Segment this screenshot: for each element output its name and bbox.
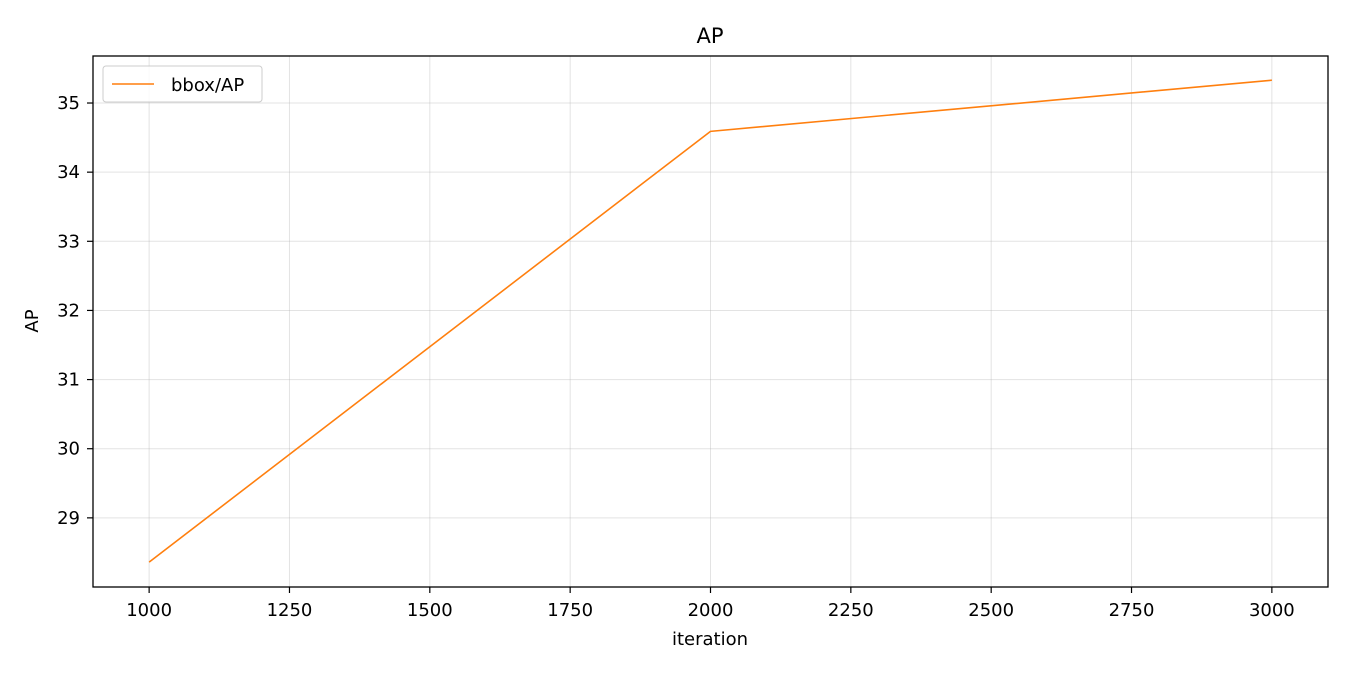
y-axis-ticks: 29 30 31 32 33 34 35 (57, 93, 93, 529)
series-line-bbox-ap (148, 79, 1272, 563)
y-tick-label: 31 (57, 370, 80, 391)
y-tick-label: 33 (57, 231, 80, 252)
y-tick-label: 30 (57, 439, 80, 460)
x-tick-label: 2250 (828, 600, 874, 621)
x-tick-label: 1000 (126, 600, 172, 621)
chart-title: AP (696, 24, 723, 48)
x-tick-label: 2000 (688, 600, 734, 621)
x-axis-ticks: 1000 1250 1500 1750 2000 2250 2500 2750 3000 (126, 587, 1295, 621)
y-axis-label: AP (22, 309, 43, 332)
legend-box (102, 65, 263, 103)
x-tick-label: 1750 (547, 600, 593, 621)
x-tick-label: 2500 (968, 600, 1014, 621)
x-tick-label: 1250 (267, 600, 313, 621)
x-tick-label: 3000 (1249, 600, 1295, 621)
series-layer (148, 79, 1272, 563)
y-tick-label: 29 (57, 508, 80, 529)
legend: bbox/AP (102, 65, 263, 103)
y-tick-label: 34 (57, 162, 80, 183)
y-tick-label: 32 (57, 300, 80, 321)
x-axis-label: iteration (672, 629, 748, 650)
x-tick-label: 2750 (1109, 600, 1155, 621)
y-tick-label: 35 (57, 93, 80, 114)
x-tick-label: 1500 (407, 600, 453, 621)
legend-label-bbox-ap: bbox/AP (171, 75, 244, 96)
grid-lines (93, 56, 1328, 587)
